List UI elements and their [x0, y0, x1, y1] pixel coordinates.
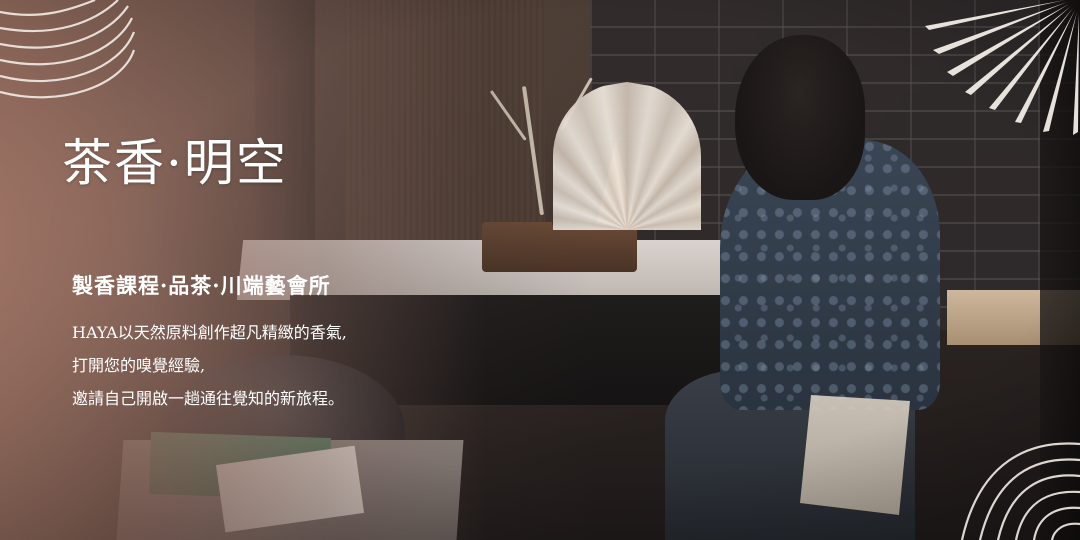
description-line: 打開您的嗅覺經驗, [72, 356, 206, 375]
description-line: HAYA以天然原料創作超凡精緻的香氣, [72, 323, 347, 342]
banner-description: HAYA以天然原料創作超凡精緻的香氣, 打開您的嗅覺經驗, 邀請自己開啟一趟通往… [72, 320, 347, 419]
description-line: 邀請自己開啟一趟通往覺知的新旅程。 [72, 389, 345, 408]
banner-subtitle: 製香課程·品茶·川端藝會所 [72, 273, 331, 298]
banner-title: 茶香·明空 [62, 134, 288, 192]
